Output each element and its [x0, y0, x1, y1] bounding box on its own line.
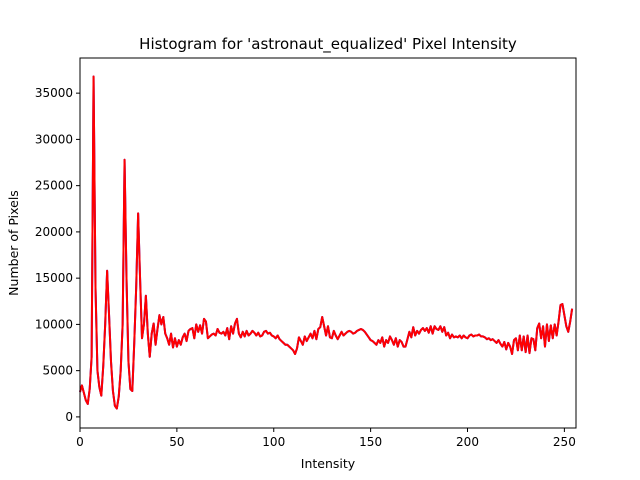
plot-frame: [79, 57, 577, 429]
series-line-2: [79, 75, 574, 410]
x-tick-label: 0: [76, 435, 84, 449]
x-tick-label: 50: [169, 435, 184, 449]
x-tick-label: 100: [262, 435, 285, 449]
y-tick-label: 20000: [35, 225, 73, 239]
y-tick-label: 0: [65, 410, 73, 424]
y-tick-label: 10000: [35, 317, 73, 331]
x-tick-label: 150: [359, 435, 382, 449]
y-tick-label: 25000: [35, 179, 73, 193]
plot-area: [80, 58, 576, 428]
y-tick-label: 5000: [42, 364, 73, 378]
y-tick-label: 15000: [35, 271, 73, 285]
x-tick-label: 250: [553, 435, 576, 449]
x-axis-ticks: 0 50 100 150 200 250: [76, 428, 576, 449]
x-axis-label: Intensity: [301, 456, 356, 471]
x-tick-label: 200: [456, 435, 479, 449]
y-tick-label: 35000: [35, 86, 73, 100]
y-axis-ticks: 0 5000 10000 15000 20000 25000 30000 35000: [35, 86, 80, 424]
series-layer: [79, 75, 574, 410]
y-axis-label: Number of Pixels: [6, 190, 21, 296]
chart-title: Histogram for 'astronaut_equalized' Pixe…: [139, 35, 517, 54]
y-tick-label: 30000: [35, 132, 73, 146]
